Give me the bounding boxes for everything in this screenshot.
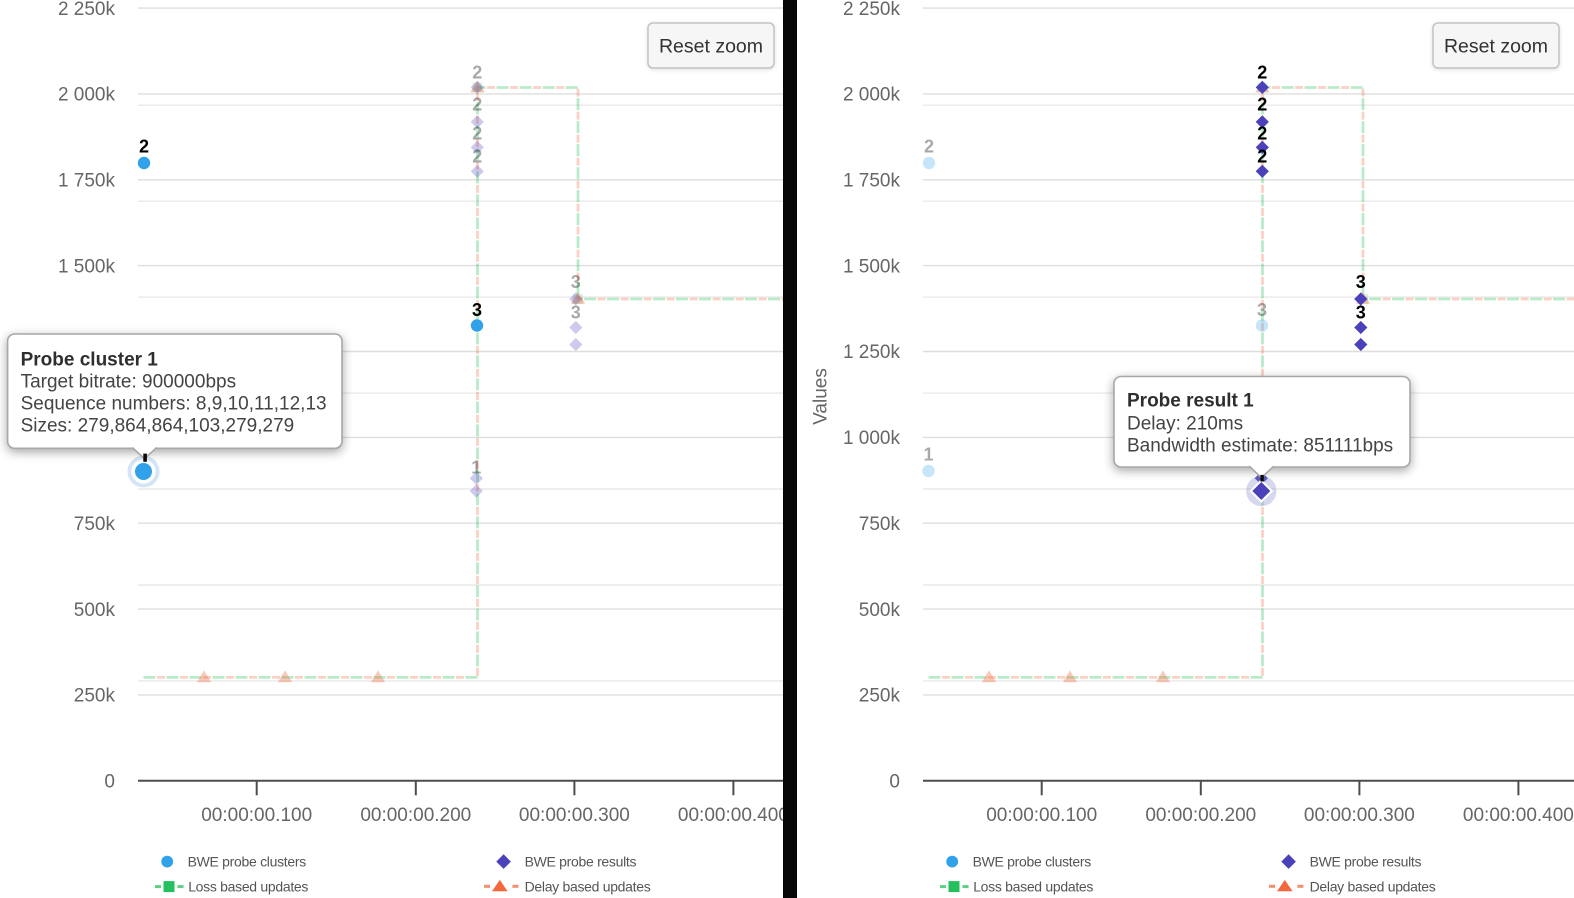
svg-text:Target bitrate: 900000bps: Target bitrate: 900000bps <box>21 372 237 393</box>
svg-text:Reset zoom: Reset zoom <box>659 36 763 58</box>
svg-text:1: 1 <box>923 444 933 464</box>
svg-text:2: 2 <box>472 147 482 167</box>
svg-text:Sequence numbers: 8,9,10,11,12: Sequence numbers: 8,9,10,11,12,13 <box>21 394 327 415</box>
svg-text:3: 3 <box>472 300 482 320</box>
svg-text:Reset zoom: Reset zoom <box>1444 36 1548 58</box>
svg-text:2: 2 <box>1257 124 1267 144</box>
svg-text:3: 3 <box>571 302 581 322</box>
svg-text:2: 2 <box>1257 147 1267 167</box>
svg-text:2: 2 <box>1257 63 1267 83</box>
svg-text:2: 2 <box>472 95 482 115</box>
svg-text:3: 3 <box>1356 302 1366 322</box>
svg-text:2: 2 <box>924 136 934 156</box>
svg-text:3: 3 <box>571 272 581 292</box>
svg-text:2: 2 <box>472 124 482 144</box>
svg-text:Delay: 210ms: Delay: 210ms <box>1127 414 1243 435</box>
svg-text:2: 2 <box>1257 95 1267 115</box>
svg-text:Probe cluster 1: Probe cluster 1 <box>21 349 159 370</box>
svg-text:2: 2 <box>472 63 482 83</box>
svg-text:1: 1 <box>471 457 481 477</box>
svg-text:Bandwidth estimate: 851111bps: Bandwidth estimate: 851111bps <box>1127 436 1393 457</box>
svg-text:3: 3 <box>1257 300 1267 320</box>
svg-text:3: 3 <box>1356 272 1366 292</box>
svg-text:Probe result 1: Probe result 1 <box>1127 391 1254 412</box>
svg-text:Sizes: 279,864,864,103,279,279: Sizes: 279,864,864,103,279,279 <box>21 415 295 436</box>
svg-text:2: 2 <box>139 136 149 156</box>
